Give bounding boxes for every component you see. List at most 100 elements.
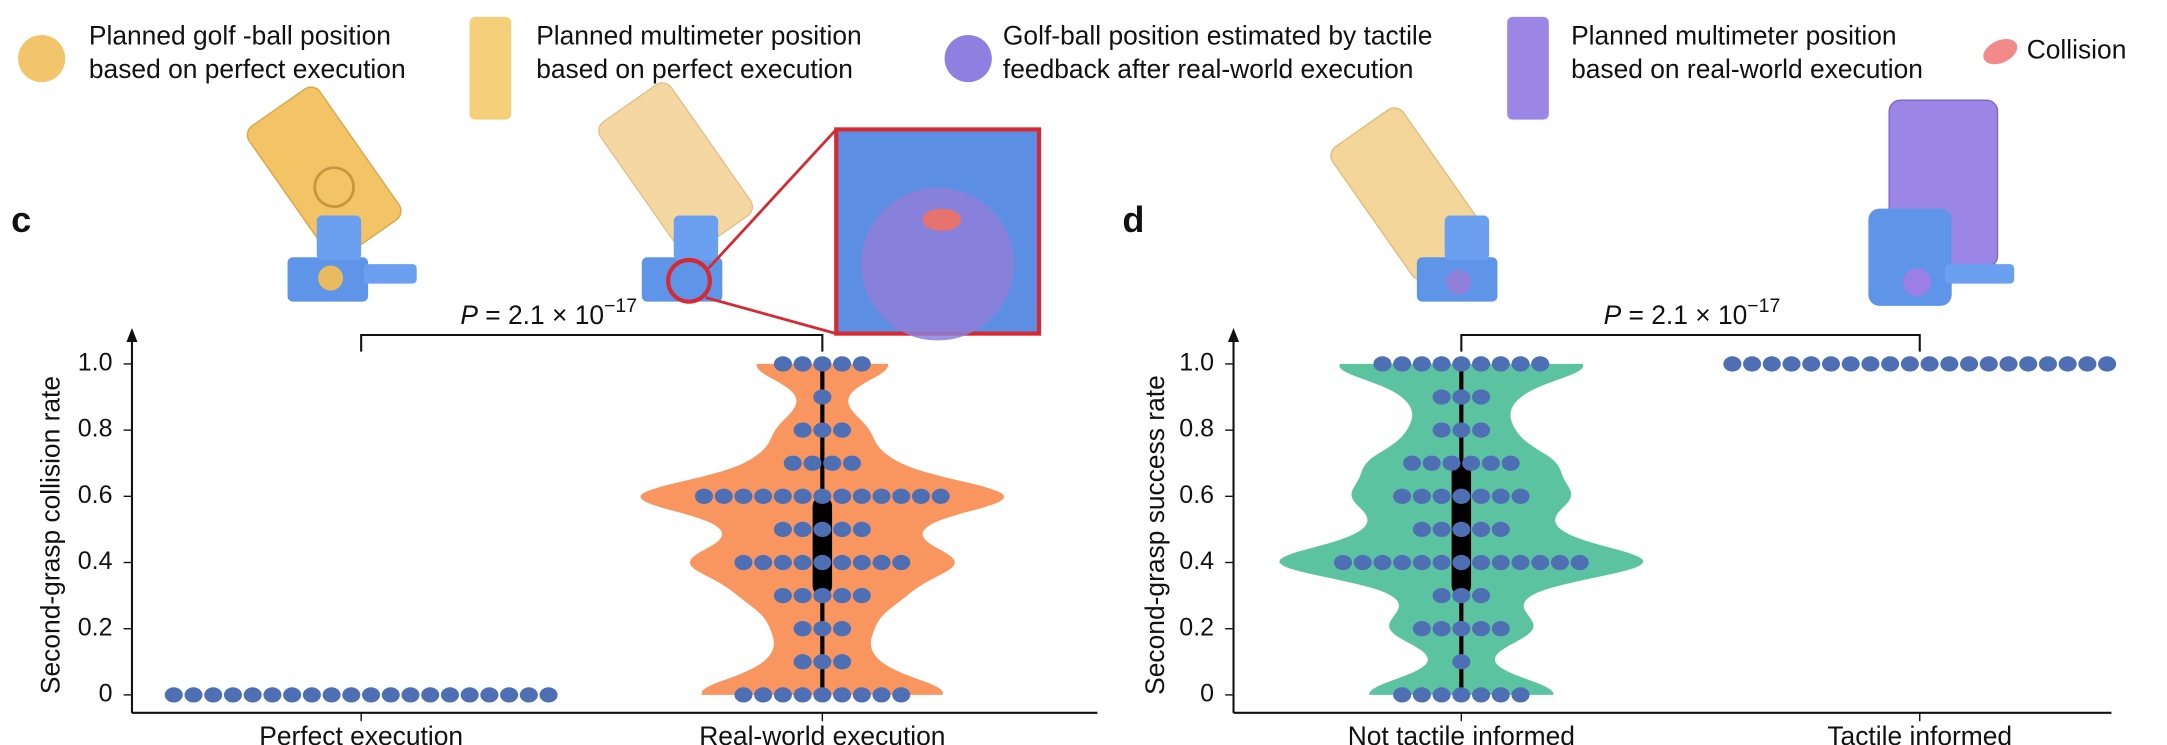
data-point: [1333, 554, 1353, 571]
data-point: [813, 654, 832, 670]
p-value: P = 2.1 × 10−17: [1604, 295, 1781, 330]
data-point: [823, 455, 842, 471]
data-point: [1452, 356, 1471, 372]
illustrations: [246, 82, 2015, 341]
data-point: [813, 389, 832, 405]
data-point: [813, 621, 832, 637]
data-point: [1999, 356, 2018, 372]
data-point: [754, 488, 773, 504]
x-tick-label: Real-world execution: [699, 721, 945, 745]
data-point: [892, 488, 911, 504]
data-point: [164, 687, 183, 703]
data-point: [773, 587, 792, 604]
y-tick-label: 0.4: [1179, 547, 1214, 575]
data-point: [813, 422, 832, 438]
data-point: [833, 554, 852, 571]
data-point: [1452, 621, 1471, 637]
data-point: [754, 687, 773, 703]
data-point: [1920, 356, 1939, 372]
hand-illustration: [673, 215, 719, 260]
data-point: [793, 356, 812, 372]
data-point: [813, 356, 832, 372]
legend-label: based on perfect execution: [89, 54, 406, 84]
data-point: [833, 687, 852, 703]
legend-label: Planned multimeter position: [1571, 21, 1896, 51]
legend-icon: [1507, 16, 1549, 120]
data-point: [1353, 554, 1372, 571]
data-point: [1412, 356, 1431, 372]
data-point: [1452, 389, 1471, 405]
ball-illustration: [318, 265, 344, 291]
data-point: [852, 356, 871, 372]
data-point: [833, 356, 852, 372]
data-point: [714, 488, 733, 504]
data-point: [813, 521, 832, 538]
data-point: [833, 422, 852, 438]
x-tick-label: Perfect execution: [259, 721, 463, 745]
data-point: [401, 687, 420, 703]
data-point: [302, 687, 321, 703]
data-point: [1472, 554, 1491, 571]
data-point: [911, 488, 931, 504]
data-point: [842, 455, 861, 471]
data-point: [833, 621, 852, 637]
ball-illustration: [1903, 268, 1931, 297]
p-exponent: −17: [1747, 295, 1780, 317]
data-point: [1462, 455, 1481, 471]
data-point: [184, 687, 203, 703]
data-point: [1432, 422, 1451, 438]
data-point: [2058, 356, 2077, 372]
data-point: [322, 687, 341, 703]
data-point: [1481, 455, 1500, 471]
data-point: [773, 488, 792, 504]
y-tick-label: 1.0: [1179, 349, 1214, 377]
data-point: [1432, 488, 1451, 504]
data-point: [1452, 521, 1471, 538]
data-point: [852, 554, 871, 571]
legend-label: feedback after real-world execution: [1003, 54, 1413, 84]
y-tick-label: 0.8: [1179, 415, 1214, 443]
data-point: [1531, 356, 1550, 372]
data-point: [852, 587, 871, 604]
legend-label: Golf-ball position estimated by tactile: [1003, 21, 1433, 51]
data-point: [2038, 356, 2057, 372]
legend-label: based on real-world execution: [1571, 54, 1923, 84]
data-point: [1452, 587, 1471, 604]
data-point: [204, 687, 223, 703]
y-tick-label: 0: [99, 680, 113, 708]
y-axis-label: Second-grasp collision rate: [36, 376, 66, 694]
data-point: [783, 455, 802, 471]
data-point: [460, 687, 479, 703]
legend-icon: [944, 34, 992, 83]
significance-bracket: [1460, 333, 1921, 352]
data-point: [1373, 554, 1392, 571]
significance-bracket: [360, 333, 824, 352]
data-point: [872, 687, 891, 703]
data-point: [1402, 455, 1422, 471]
data-point: [793, 687, 812, 703]
x-tick-label: Not tactile informed: [1348, 721, 1575, 745]
data-point: [1432, 521, 1451, 538]
p-text: = 2.1 × 10: [478, 300, 604, 330]
data-point: [852, 687, 871, 703]
zoom-line: [707, 128, 838, 270]
zoom-circle: [666, 257, 712, 304]
zoom-line: [705, 296, 837, 335]
y-tick-label: 0.2: [78, 613, 113, 641]
y-axis-arrow: [126, 328, 138, 342]
data-point: [734, 687, 753, 703]
data-point: [1432, 356, 1451, 372]
data-point: [773, 687, 792, 703]
data-point: [421, 687, 440, 703]
data-point: [833, 521, 852, 538]
multimeter-illustration: [598, 82, 754, 256]
data-point: [734, 554, 753, 571]
data-point: [1491, 521, 1510, 538]
data-point: [1472, 621, 1491, 637]
y-tick-label: 1.0: [78, 349, 113, 377]
data-point: [754, 554, 773, 571]
data-point: [1472, 356, 1491, 372]
iqr-bar: [812, 496, 833, 596]
data-point: [480, 687, 499, 703]
data-point: [362, 687, 381, 703]
